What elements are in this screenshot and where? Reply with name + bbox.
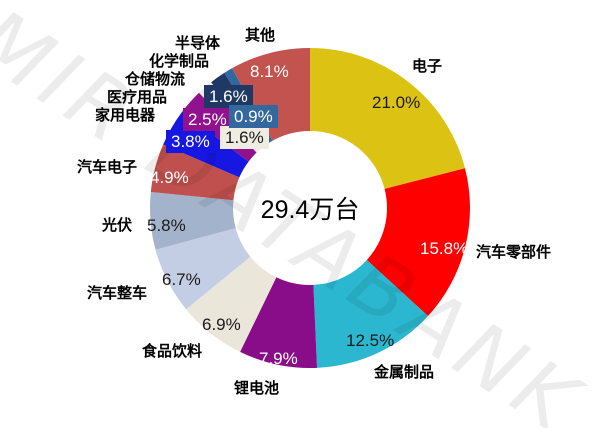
slice-name-label: 金属制品 bbox=[374, 364, 435, 381]
slice-name-label: 半导体 bbox=[175, 35, 221, 52]
slice-name-label: 家用电器 bbox=[95, 107, 156, 124]
slice-percent-label: 8.1% bbox=[250, 62, 289, 81]
slice-name-label: 汽车零部件 bbox=[476, 244, 552, 261]
slice-name-label: 电子 bbox=[412, 58, 443, 75]
slice-percent-label: 7.9% bbox=[259, 349, 298, 368]
donut-center-total: 29.4万台 bbox=[260, 196, 360, 224]
slice-name-label: 其他 bbox=[245, 27, 276, 44]
slice-percent-label: 1.6% bbox=[220, 126, 269, 149]
slice-name-label: 汽车整车 bbox=[87, 285, 148, 302]
slice-percent-label: 1.6% bbox=[204, 85, 253, 108]
pie-slice-4 bbox=[186, 256, 277, 352]
slice-name-label: 仓储物流 bbox=[125, 71, 186, 88]
slice-name-label: 汽车电子 bbox=[77, 159, 138, 176]
slice-name-label: 锂电池 bbox=[234, 380, 280, 397]
slice-percent-label: 21.0% bbox=[372, 93, 421, 112]
pie-slice-6 bbox=[150, 191, 236, 250]
slice-percent-label: 12.5% bbox=[346, 331, 395, 350]
slice-percent-label: 4.9% bbox=[150, 168, 189, 187]
slice-percent-label: 15.8% bbox=[420, 239, 469, 258]
slice-name-label: 光伏 bbox=[102, 217, 133, 234]
slice-name-label: 医疗用品 bbox=[107, 89, 168, 106]
slice-percent-label: 3.8% bbox=[166, 130, 215, 153]
pie-slice-3 bbox=[240, 277, 318, 369]
pie-slice-2 bbox=[313, 260, 428, 368]
slice-percent-label: 6.7% bbox=[162, 270, 201, 289]
slice-percent-label: 5.8% bbox=[147, 216, 186, 235]
pie-slice-13 bbox=[232, 48, 310, 141]
pie-slice-7 bbox=[150, 144, 240, 201]
pie-slice-5 bbox=[155, 228, 251, 310]
pie-slice-1 bbox=[366, 168, 470, 317]
slice-name-label: 化学制品 bbox=[149, 53, 210, 70]
slice-percent-label: 0.9% bbox=[229, 105, 278, 128]
slice-name-label: 食品饮料 bbox=[142, 343, 203, 360]
slice-percent-label: 6.9% bbox=[202, 315, 241, 334]
slice-percent-label: 2.5% bbox=[183, 108, 232, 131]
pie-slice-0 bbox=[310, 48, 465, 189]
